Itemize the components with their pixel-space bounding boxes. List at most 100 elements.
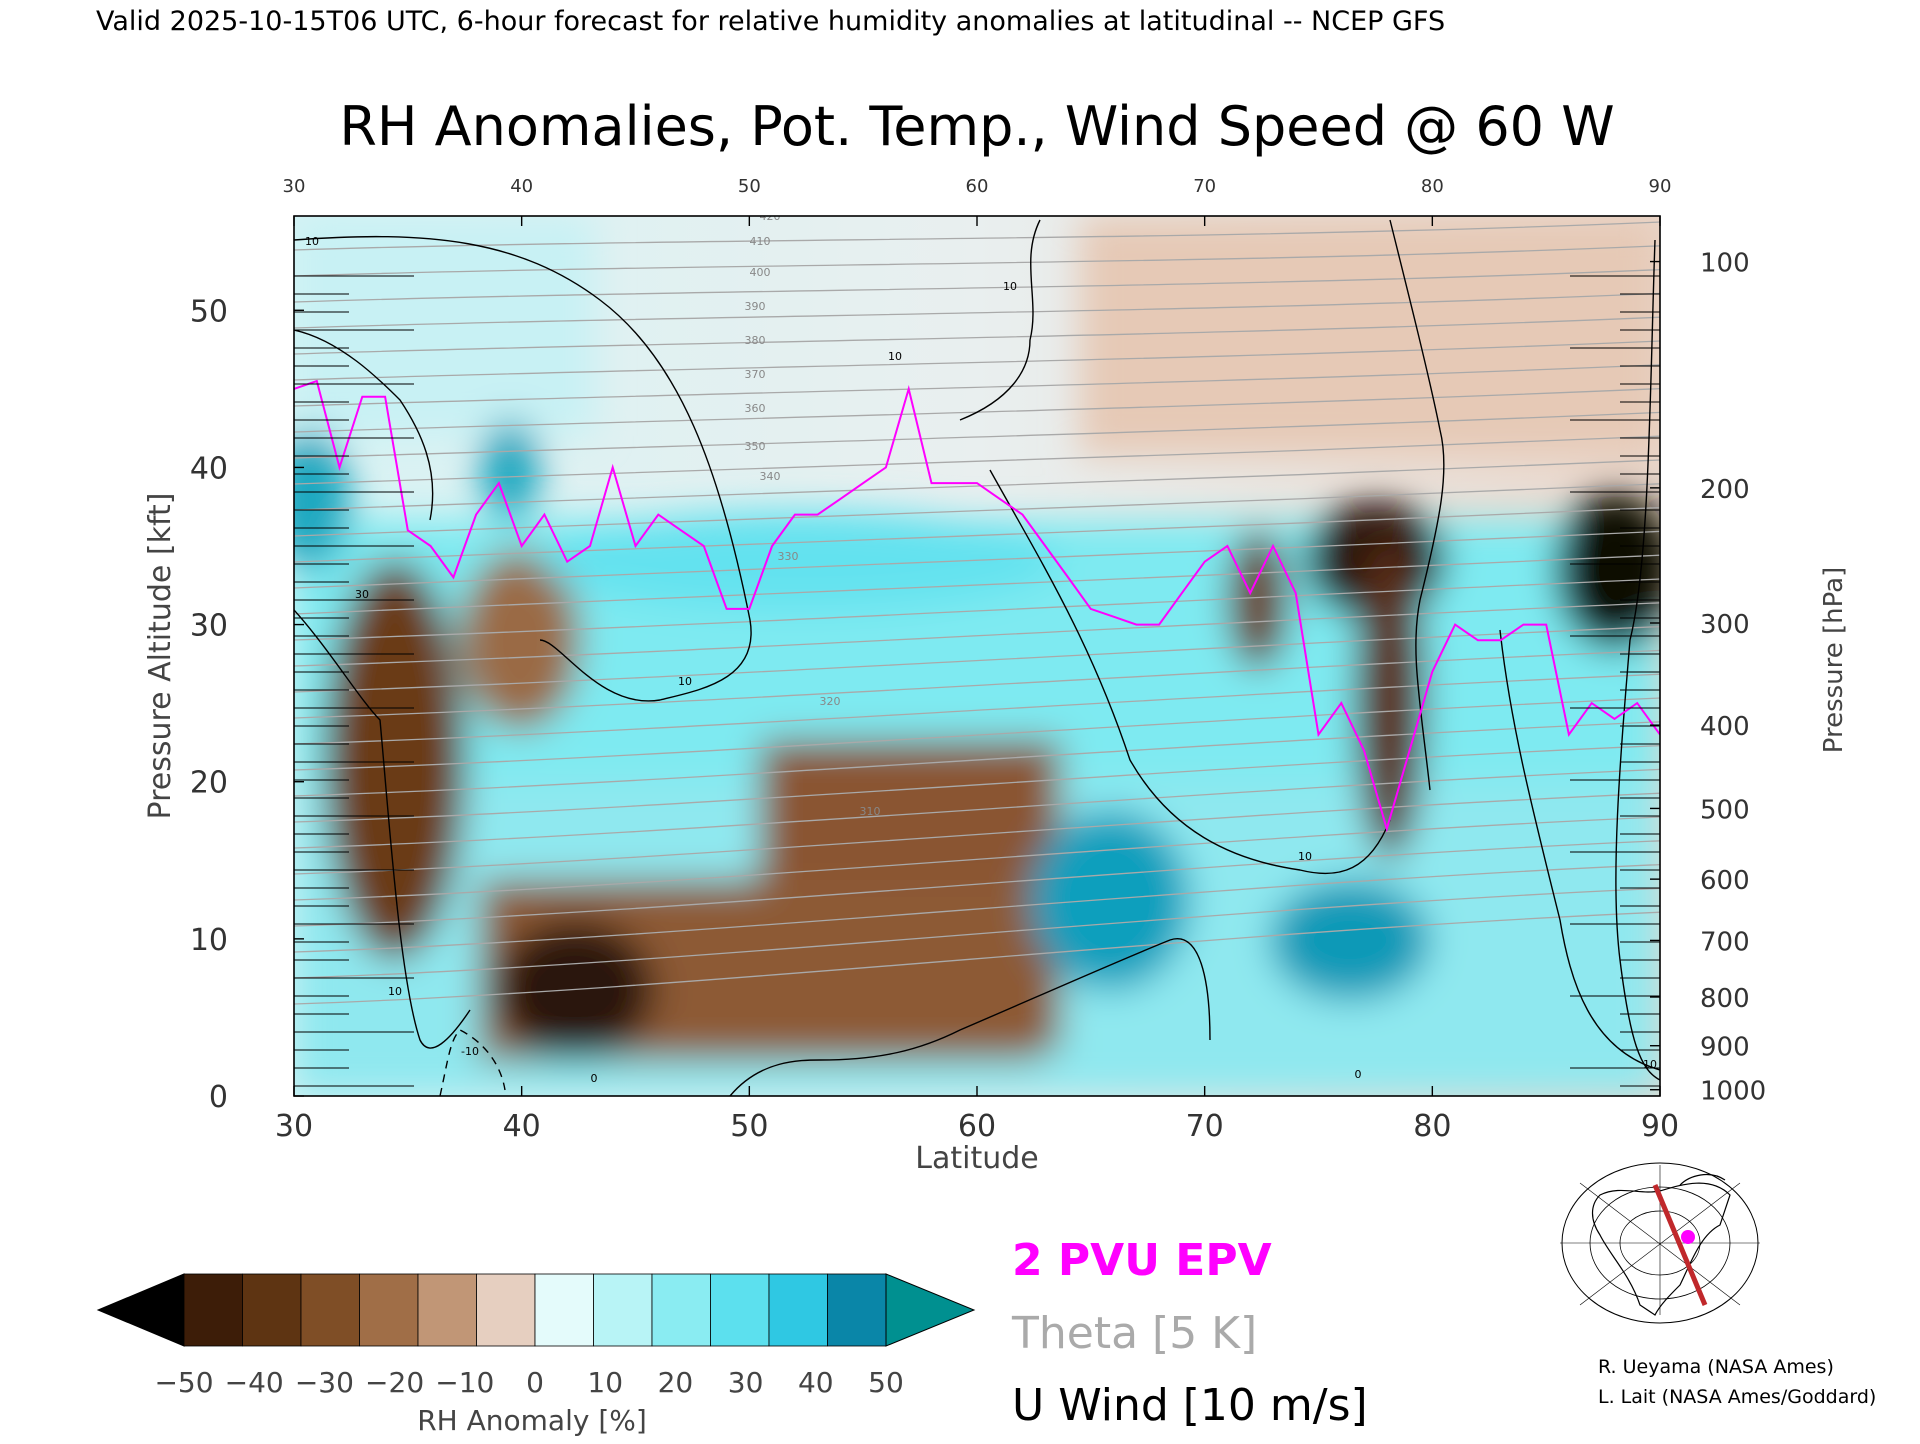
wind-contour-label: 0 [591,1072,598,1085]
colorbar-swatch [476,1273,536,1347]
rh-moist-76 [1270,880,1430,1000]
y-tick-label-50: 50 [190,294,228,329]
colorbar-tick-label: 10 [587,1366,623,1399]
wind-contour-label: 0 [1355,1068,1362,1081]
colorbar-swatch [359,1273,419,1347]
colorbar-swatch [300,1273,360,1347]
colorbar-label: RH Anomaly [%] [417,1404,647,1437]
theta-contour-label: 360 [745,402,766,415]
wind-contour-label: 10 [1643,1058,1657,1071]
left-level-ticks [294,275,414,1087]
p-tick-label-400: 400 [1700,712,1750,742]
y-tick-label-0: 0 [209,1080,228,1115]
colorbar-swatch [710,1273,770,1347]
colorbar-tick-label: −40 [225,1366,284,1399]
theta-contour-label: 310 [860,805,881,818]
wind-contour-label: 10 [1298,850,1312,863]
theta-contour-line [294,435,1660,485]
colorbar-tick-label: −20 [365,1366,424,1399]
y-tick-label-10: 10 [190,923,228,958]
theta-contour-label: 380 [745,334,766,347]
colorbar-swatch [242,1273,302,1347]
wind-contour-label: 10 [388,985,402,998]
wind-contour-label: -10 [461,1045,479,1058]
theta-contour-label: 420 [760,210,781,223]
colorbar-swatch [183,1273,243,1347]
wind-contours [294,219,1660,1096]
theta-contour-label: 350 [745,440,766,453]
theta-contour-label: 370 [745,368,766,381]
x-top-tick-label-80: 80 [1421,176,1444,197]
x-top-tick-label-40: 40 [510,176,533,197]
p-tick-label-800: 800 [1700,984,1750,1014]
p-tick-label-600: 600 [1700,866,1750,896]
theta-contour-line [294,840,1660,927]
theta-contour-line [294,387,1660,433]
theta-contour-line [294,721,1660,797]
p-tick-label-500: 500 [1700,795,1750,825]
colorbar-tick-label: 30 [728,1366,764,1399]
colorbar-tick-label: 0 [526,1366,544,1399]
credit-line-2: L. Lait (NASA Ames/Goddard) [1598,1386,1877,1408]
x-axis-label: Latitude [915,1141,1038,1176]
theta-contour-line [294,364,1660,407]
y-tick-label-40: 40 [190,451,228,486]
theta-contour-line [294,411,1660,459]
theta-contour-line [294,768,1660,849]
colorbar-min-arrow [96,1273,185,1347]
x-tick-label-50: 50 [730,1109,768,1144]
chart-title: RH Anomalies, Pot. Temp., Wind Speed @ 6… [339,95,1614,158]
theta-contour-line [294,292,1660,329]
theta-contour-line [294,673,1660,745]
rh-moist-67 [1030,810,1190,990]
theta-contour-line [294,578,1660,641]
rh-dry-72 [1228,530,1288,670]
theta-contour-line [294,245,1660,277]
theta-contour-label: 320 [820,695,841,708]
colorbar-swatch [534,1273,594,1347]
theta-contour-line [294,911,1660,1005]
theta-contour-line [294,744,1660,823]
y-axis-label-right: Pressure [hPa] [1819,567,1849,754]
theta-contour-line [294,792,1660,875]
wind-contour-arctic [959,219,1041,421]
wind-contour-polar [1389,219,1445,791]
y-tick-label-30: 30 [190,609,228,644]
colorbar-tick-label: 50 [868,1366,904,1399]
theta-contour-line [294,340,1660,381]
x-tick-label-90: 90 [1641,1109,1679,1144]
y-axis-label-left: Pressure Altitude [kft] [143,493,178,820]
wind-contour-jet-left [294,609,471,1049]
rh-dry-34-halo [325,560,465,960]
x-top-tick-label-50: 50 [738,176,761,197]
theta-contour-label: 390 [745,300,766,313]
theta-contour-label: 340 [760,470,781,483]
colorbar-tick-label: −50 [154,1366,213,1399]
p-tick-label-300: 300 [1700,610,1750,640]
north-america-polar-map-icon [1560,1162,1760,1324]
x-tick-label-80: 80 [1413,1109,1451,1144]
x-tick-label-40: 40 [503,1109,541,1144]
x-top-tick-label-60: 60 [966,176,989,197]
rh-dry-78-col [1355,540,1425,860]
p-tick-label-700: 700 [1700,927,1750,957]
plot-area: 10 10 10 10 10 10 30 0 0 10 -10 310 320 330 340 350 360… [294,210,1660,1096]
theta-contour-line [294,602,1660,667]
wind-contour-negative [439,1029,506,1096]
theta-contour-line [294,863,1660,953]
x-tick-label-60: 60 [958,1109,996,1144]
colorbar-tick-label: −10 [435,1366,494,1399]
wind-contour-low [729,938,1211,1096]
theta-contour-line [294,268,1660,303]
right-level-ticks [1570,275,1660,1087]
y-tick-label-20: 20 [190,766,228,801]
colorbar-tick-label: 40 [798,1366,834,1399]
colorbar-swatch [593,1273,653,1347]
colorbar-max-arrow [885,1273,976,1347]
rh-moist-39 [480,420,540,520]
theta-contour-label: 330 [778,550,799,563]
rh-moist-60 [540,510,1060,610]
